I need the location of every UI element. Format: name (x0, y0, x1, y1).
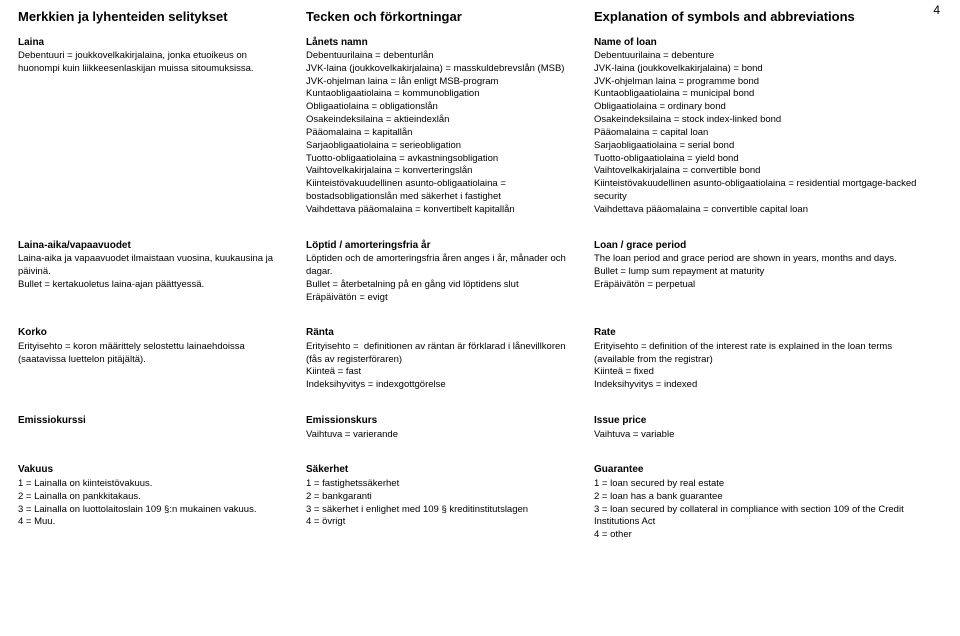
text-line: 2 = Lainalla on pankkitakaus. (18, 491, 288, 504)
page-number: 4 (933, 2, 940, 18)
section: Vakuus1 = Lainalla on kiinteistövakuus.2… (18, 463, 942, 542)
column-block: Emissiokurssi (18, 414, 306, 441)
block-title: Name of loan (594, 36, 924, 50)
text-line: Löptiden och de amorteringsfria åren ang… (306, 253, 576, 279)
text-line: The loan period and grace period are sho… (594, 253, 924, 266)
text-line: Kiinteä = fast (306, 366, 576, 379)
text-line: Indeksihyvitys = indexed (594, 379, 924, 392)
block-title: Löptid / amorteringsfria år (306, 239, 576, 253)
block-title: Lånets namn (306, 36, 576, 50)
column-block: KorkoErityisehto = koron määrittely selo… (18, 326, 306, 392)
sections-container: LainaDebentuuri = joukkovelkakirjalaina,… (18, 36, 942, 542)
text-line: JVK-laina (joukkovelkakirjalaina) = bond (594, 63, 924, 76)
column-block: Löptid / amorteringsfria årLöptiden och … (306, 239, 594, 305)
text-line: Erityisehto = definition of the interest… (594, 341, 924, 367)
section: EmissiokurssiEmissionskursVaihtuva = var… (18, 414, 942, 441)
column-block: Loan / grace periodThe loan period and g… (594, 239, 924, 305)
column-block: LainaDebentuuri = joukkovelkakirjalaina,… (18, 36, 306, 217)
column-block: Laina-aika/vapaavuodetLaina-aika ja vapa… (18, 239, 306, 305)
text-line: Pääomalaina = kapitallån (306, 127, 576, 140)
text-line: Kuntaobligaatiolaina = kommunobligation (306, 88, 576, 101)
column-block: Lånets namnDebentuurilaina = debenturlån… (306, 36, 594, 217)
text-line: Vaihtovelkakirjalaina = convertible bond (594, 165, 924, 178)
text-line: Sarjaobligaatiolaina = serial bond (594, 140, 924, 153)
text-line: Debentuurilaina = debenturlån (306, 50, 576, 63)
text-line: Vaihdettava pääomalaina = konvertibelt k… (306, 204, 576, 217)
block-title: Emissiokurssi (18, 414, 288, 428)
block-title: Korko (18, 326, 288, 340)
block-title: Emissionskurs (306, 414, 576, 428)
text-line: Osakeindeksilaina = aktieindexlån (306, 114, 576, 127)
block-title: Loan / grace period (594, 239, 924, 253)
text-line: Sarjaobligaatiolaina = serieobligation (306, 140, 576, 153)
section: Laina-aika/vapaavuodetLaina-aika ja vapa… (18, 239, 942, 305)
text-line: Vaihtuva = varierande (306, 429, 576, 442)
text-line: Kiinteä = fixed (594, 366, 924, 379)
text-line: Vaihtuva = variable (594, 429, 924, 442)
header-fi: Merkkien ja lyhenteiden selitykset (18, 8, 306, 26)
text-line: Tuotto-obligaatiolaina = avkastningsobli… (306, 153, 576, 166)
text-line: Erityisehto = koron määrittely selostett… (18, 341, 288, 367)
text-line: 3 = Lainalla on luottolaitoslain 109 §:n… (18, 504, 288, 517)
text-line: 2 = loan has a bank guarantee (594, 491, 924, 504)
text-line: Debentuuri = joukkovelkakirjalaina, jonk… (18, 50, 288, 76)
text-line: Obligaatiolaina = obligationslån (306, 101, 576, 114)
header-sv: Tecken och förkortningar (306, 8, 594, 26)
block-title: Issue price (594, 414, 924, 428)
text-line: Kiinteistövakuudellinen asunto-obligaati… (594, 178, 924, 204)
text-line: 4 = Muu. (18, 516, 288, 529)
text-line: Kiinteistövakuudellinen asunto-obligaati… (306, 178, 576, 204)
header-en: Explanation of symbols and abbreviations (594, 8, 924, 26)
text-line: Laina-aika ja vapaavuodet ilmaistaan vuo… (18, 253, 288, 279)
text-line: 1 = Lainalla on kiinteistövakuus. (18, 478, 288, 491)
text-line: Erityisehto = definitionen av räntan är … (306, 341, 576, 367)
column-block: Issue priceVaihtuva = variable (594, 414, 924, 441)
text-line: Kuntaobligaatiolaina = municipal bond (594, 88, 924, 101)
text-line: Osakeindeksilaina = stock index-linked b… (594, 114, 924, 127)
text-line: 1 = loan secured by real estate (594, 478, 924, 491)
text-line: Tuotto-obligaatiolaina = yield bond (594, 153, 924, 166)
header-row: Merkkien ja lyhenteiden selitykset Tecke… (18, 8, 942, 26)
column-block: RateErityisehto = definition of the inte… (594, 326, 924, 392)
column-block: Guarantee1 = loan secured by real estate… (594, 463, 924, 542)
text-line: Bullet = återbetalning på en gång vid lö… (306, 279, 576, 292)
column-block: Name of loanDebentuurilaina = debentureJ… (594, 36, 924, 217)
text-line: Eräpäivätön = perpetual (594, 279, 924, 292)
text-line: Vaihtovelkakirjalaina = konverteringslån (306, 165, 576, 178)
text-line: JVK-laina (joukkovelkakirjalaina) = mass… (306, 63, 576, 76)
block-title: Vakuus (18, 463, 288, 477)
text-line: Pääomalaina = capital loan (594, 127, 924, 140)
text-line: Bullet = lump sum repayment at maturity (594, 266, 924, 279)
text-line: JVK-ohjelman laina = programme bond (594, 76, 924, 89)
section: LainaDebentuuri = joukkovelkakirjalaina,… (18, 36, 942, 217)
text-line: 2 = bankgaranti (306, 491, 576, 504)
text-line: Obligaatiolaina = ordinary bond (594, 101, 924, 114)
text-line: JVK-ohjelman laina = lån enligt MSB-prog… (306, 76, 576, 89)
section: KorkoErityisehto = koron määrittely selo… (18, 326, 942, 392)
block-title: Ränta (306, 326, 576, 340)
text-line: 3 = säkerhet i enlighet med 109 § kredit… (306, 504, 576, 517)
text-line: 4 = övrigt (306, 516, 576, 529)
block-title: Guarantee (594, 463, 924, 477)
block-title: Säkerhet (306, 463, 576, 477)
text-line: Bullet = kertakuoletus laina-ajan päätty… (18, 279, 288, 292)
text-line: 3 = loan secured by collateral in compli… (594, 504, 924, 530)
column-block: Vakuus1 = Lainalla on kiinteistövakuus.2… (18, 463, 306, 542)
text-line: 4 = other (594, 529, 924, 542)
text-line: Vaihdettava pääomalaina = convertible ca… (594, 204, 924, 217)
text-line: Indeksihyvitys = indexgottgörelse (306, 379, 576, 392)
block-title: Rate (594, 326, 924, 340)
column-block: Säkerhet1 = fastighetssäkerhet2 = bankga… (306, 463, 594, 542)
text-line: 1 = fastighetssäkerhet (306, 478, 576, 491)
text-line: Eräpäivätön = evigt (306, 292, 576, 305)
text-line: Debentuurilaina = debenture (594, 50, 924, 63)
column-block: EmissionskursVaihtuva = varierande (306, 414, 594, 441)
block-title: Laina-aika/vapaavuodet (18, 239, 288, 253)
column-block: RäntaErityisehto = definitionen av ränta… (306, 326, 594, 392)
block-title: Laina (18, 36, 288, 50)
